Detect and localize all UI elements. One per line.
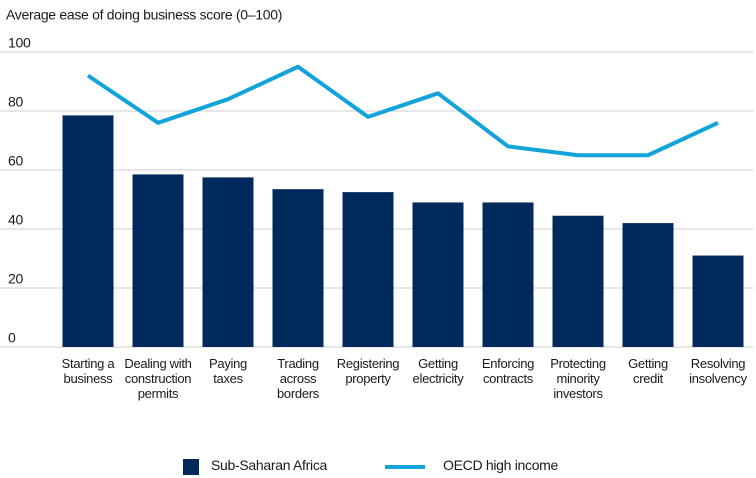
y-axis-label: Average ease of doing business score (0–… — [6, 7, 282, 23]
legend-label: OECD high income — [443, 457, 559, 473]
legend-label: Sub-Saharan Africa — [211, 457, 328, 473]
bar — [412, 202, 464, 347]
x-tick-label: Paying taxes — [209, 356, 247, 386]
bar — [62, 115, 114, 347]
bar — [342, 192, 394, 347]
y-tick-label: 60 — [8, 153, 23, 169]
x-tick-label: Getting electricity — [412, 356, 464, 386]
bar — [552, 215, 604, 347]
line — [86, 64, 719, 158]
x-tick-label: Getting credit — [628, 356, 668, 386]
y-tick-label: 100 — [8, 35, 31, 51]
x-tick-label: Trading across borders — [277, 356, 319, 401]
y-tick-label: 80 — [8, 94, 23, 110]
x-tick-label: Registering property — [336, 356, 400, 386]
bar — [692, 255, 744, 347]
bar — [272, 189, 324, 347]
bar — [132, 174, 184, 347]
x-tick-label: Enforcing contracts — [481, 356, 535, 386]
bar — [622, 223, 674, 347]
legend-swatch — [183, 459, 199, 475]
bar — [482, 202, 534, 347]
y-tick-label: 0 — [8, 330, 16, 346]
x-tick-label: Protecting minority investors — [550, 356, 606, 401]
x-tick-label: Starting a business — [61, 356, 115, 386]
y-tick-label: 40 — [8, 212, 23, 228]
bar — [202, 177, 254, 347]
x-tick-label: Dealing with construction permits — [124, 356, 192, 401]
x-tick-label: Resolving insolvency — [689, 356, 747, 386]
y-tick-label: 20 — [8, 271, 23, 287]
